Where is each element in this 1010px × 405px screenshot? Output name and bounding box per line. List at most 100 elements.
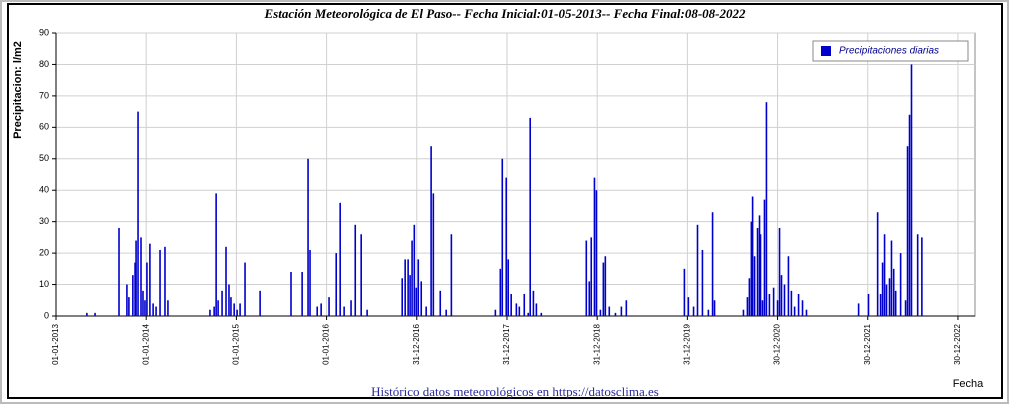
bar [432, 193, 435, 316]
bar [409, 275, 411, 316]
bar [751, 196, 754, 316]
bar [527, 312, 530, 316]
bar [625, 300, 628, 316]
bar [892, 268, 895, 316]
bar [908, 114, 911, 316]
plot-area [55, 32, 976, 317]
bar [501, 158, 504, 316]
bar [413, 224, 416, 316]
bar [515, 303, 518, 316]
x-tick-label: 01-01-2014 [141, 323, 150, 364]
bar [86, 312, 88, 316]
y-tick-label: 20 [39, 247, 49, 257]
bar [159, 249, 161, 316]
bar [883, 234, 886, 316]
y-tick-label: 70 [39, 90, 49, 100]
y-tick-label: 10 [39, 279, 49, 289]
bar [758, 215, 761, 316]
bar [94, 312, 96, 316]
chart-title: Estación Meteorológica de El Paso-- Fech… [264, 6, 746, 21]
bar [499, 268, 502, 316]
bar [450, 234, 453, 316]
bar [505, 177, 508, 316]
bar [134, 262, 136, 316]
bar [320, 303, 322, 316]
plot: 0 10 20 30 40 50 60 70 80 90 01-01-2013 01-01-2014 0… [39, 27, 976, 365]
bar [144, 300, 146, 316]
bar [164, 246, 166, 316]
bar [221, 290, 223, 316]
bar [415, 287, 418, 316]
bar [309, 249, 311, 316]
bar [417, 259, 420, 316]
bar [494, 309, 497, 316]
bar [683, 268, 686, 316]
bar [797, 293, 800, 316]
bar [430, 146, 432, 316]
legend-label: Precipitaciones diarias [839, 46, 939, 57]
bar [411, 240, 413, 316]
bar [132, 275, 134, 316]
bar [599, 309, 602, 316]
x-tick-label: 31-12-2019 [682, 323, 691, 364]
x-tick-label: 01-01-2016 [322, 323, 331, 364]
bar [595, 190, 598, 316]
bar [118, 227, 120, 316]
bar [152, 303, 154, 316]
legend-swatch [821, 46, 831, 56]
x-tick-label: 31-12-2016 [412, 323, 421, 364]
bar [602, 262, 605, 316]
x-tick-label: 31-12-2017 [502, 323, 511, 364]
x-tick-label: 01-01-2013 [51, 323, 60, 364]
bar [778, 227, 781, 316]
bar [763, 199, 766, 316]
bar [765, 102, 768, 316]
bar [696, 224, 699, 316]
bar [759, 234, 762, 316]
bar [899, 253, 902, 316]
bar [239, 303, 241, 316]
bar [230, 297, 232, 316]
bar [360, 234, 362, 316]
bar [857, 303, 860, 316]
bar [776, 300, 779, 316]
bar [217, 300, 219, 316]
bar [137, 111, 139, 316]
bar [307, 158, 309, 316]
bar [793, 306, 796, 316]
bar [510, 293, 512, 316]
bar [904, 300, 907, 316]
bar [701, 249, 704, 316]
bar [772, 287, 775, 316]
bar [585, 240, 588, 316]
bar [916, 234, 919, 316]
bar [445, 309, 447, 316]
bar [142, 290, 144, 316]
bar [404, 259, 406, 316]
bar [290, 271, 292, 316]
bar [507, 259, 510, 316]
bar [746, 297, 749, 316]
x-tick-label: 30-12-2020 [773, 323, 782, 364]
bar [366, 309, 368, 316]
bar [761, 300, 764, 316]
bar [401, 278, 404, 316]
bar [921, 237, 923, 316]
bar [879, 293, 882, 316]
bar [867, 293, 870, 316]
bar [604, 256, 607, 316]
bar [614, 312, 617, 316]
bar [244, 262, 246, 316]
bar [167, 300, 169, 316]
bar [540, 312, 543, 316]
x-axis-label: Fecha [953, 378, 984, 390]
bar [335, 253, 338, 316]
bar [215, 193, 217, 316]
bar [316, 306, 318, 316]
bar [535, 303, 538, 316]
bar [885, 284, 888, 316]
bar [890, 240, 893, 316]
bar [233, 303, 235, 316]
